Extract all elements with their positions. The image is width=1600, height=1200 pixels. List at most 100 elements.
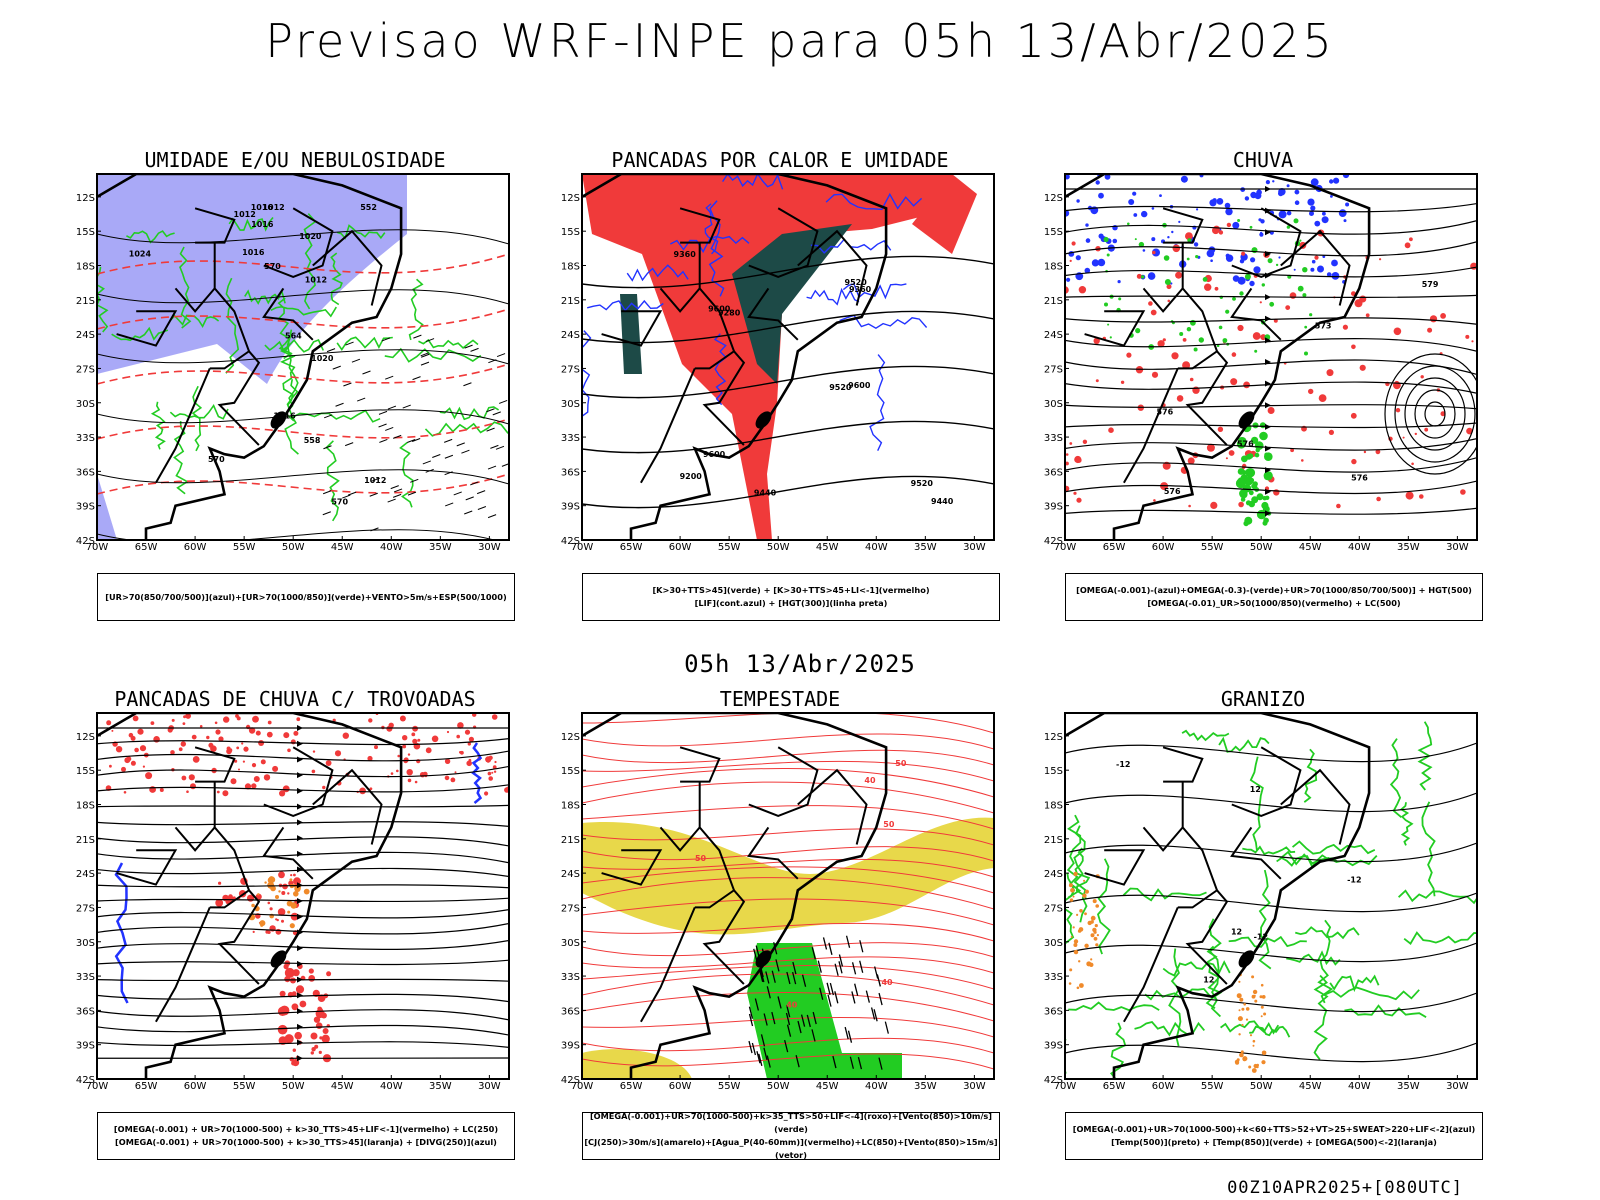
humidity-green-contour xyxy=(325,440,340,522)
omega-orange-cell xyxy=(1241,1007,1245,1011)
temp850-green-contour xyxy=(1258,869,1272,970)
wind-vector xyxy=(849,1056,855,1069)
streamline-arrow xyxy=(297,740,303,747)
rain-blue-cell xyxy=(1151,237,1156,242)
map-layers xyxy=(97,713,509,1079)
wind-vector xyxy=(445,502,454,507)
x-tick-label: 35W xyxy=(1397,1081,1420,1092)
storm-red-cell xyxy=(283,732,290,739)
storm-red-cell xyxy=(368,718,373,723)
y-tick-label: 21S xyxy=(561,835,580,846)
contour-label: 1012 xyxy=(364,476,386,485)
panel-granizo: GRANIZO -12 -12 -12 12 12 12 70W 65W 60W 55W 50W 45W… xyxy=(1043,687,1483,1162)
streamline xyxy=(97,897,509,903)
temp500-contour xyxy=(1065,742,1477,763)
storm-red-cell xyxy=(402,744,407,749)
storm-red-cell xyxy=(134,747,139,753)
rain-blue-cell xyxy=(1232,275,1240,282)
rain-blue-cell xyxy=(1147,272,1156,280)
humidity-green-contour xyxy=(303,213,317,310)
storm-red-cell xyxy=(287,892,290,895)
y-tick-label: 15S xyxy=(1044,227,1063,238)
storm-orange-cell xyxy=(270,885,276,892)
rain-red-cell xyxy=(1162,461,1171,470)
wind-vector xyxy=(786,971,791,985)
rain-green-cell xyxy=(1251,436,1259,444)
map-layers: 1012101210121012101610161016101610201020… xyxy=(97,174,509,540)
x-tick-label: 35W xyxy=(429,542,452,553)
streamline-arrow xyxy=(297,772,303,779)
rain-red-cell xyxy=(1267,407,1275,414)
y-tick-label: 39S xyxy=(1044,1041,1063,1052)
storm-red-cell xyxy=(267,901,271,905)
rain-red-cell xyxy=(1289,292,1297,299)
pressure-contour xyxy=(97,229,509,245)
storm-red-cell xyxy=(278,871,285,879)
streamline-arrow xyxy=(297,913,303,920)
political-border xyxy=(312,768,383,845)
temp850-green-contour xyxy=(1073,825,1088,923)
y-tick-label: 30S xyxy=(76,938,95,949)
omega-orange-cell xyxy=(1254,999,1258,1003)
omega-orange-cell xyxy=(1234,1059,1240,1065)
lifted-index-contour xyxy=(708,200,725,297)
map-layers: 9520960096009600952095209440944093609360… xyxy=(582,174,994,540)
wind-vector xyxy=(870,1007,876,1020)
streamline xyxy=(97,804,509,808)
rain-red-cell xyxy=(1393,327,1402,336)
storm-red-cell xyxy=(279,990,286,997)
wind-vector xyxy=(834,991,839,1004)
contour-label: 50 xyxy=(895,759,907,768)
streamline-arrow xyxy=(1265,337,1271,344)
humidity-green-contour xyxy=(270,305,337,318)
rain-blue-cell xyxy=(1152,248,1160,257)
streamline-850 xyxy=(582,805,994,830)
storm-red-cell xyxy=(185,713,191,719)
storm-red-cell xyxy=(269,907,273,911)
y-tick-label: 42S xyxy=(76,1075,95,1086)
storm-orange-cell xyxy=(275,895,279,899)
storm-red-cell xyxy=(238,768,240,771)
rain-blue-cell xyxy=(1159,194,1162,197)
storm-red-cell xyxy=(412,738,418,744)
temp850-green-contour xyxy=(1181,729,1230,742)
omega-orange-cell xyxy=(1094,924,1098,928)
rain-blue-cell xyxy=(1167,236,1170,239)
legend-text: [CJ(250)>30m/s](amarelo)+[Agua_P(40-60mm… xyxy=(584,1137,998,1160)
storm-red-cell xyxy=(252,715,259,723)
storm-red-cell xyxy=(450,777,456,783)
x-tick-label: 65W xyxy=(1103,542,1126,553)
storm-red-cell xyxy=(192,756,200,763)
political-border xyxy=(1230,826,1282,880)
political-border xyxy=(217,889,261,985)
wind-vector xyxy=(387,498,396,503)
rain-green-cell xyxy=(1286,225,1291,229)
map-plot: 1012101210121012101610161016101610201020… xyxy=(76,173,510,553)
rain-green-cell xyxy=(1248,477,1255,483)
humidity-green-contour xyxy=(225,277,240,374)
omega-orange-cell xyxy=(1243,1003,1246,1006)
rain-blue-cell xyxy=(1310,267,1315,272)
omega-orange-cell xyxy=(1251,994,1256,999)
storm-red-cell xyxy=(457,722,464,729)
omega-orange-cell xyxy=(1252,1039,1256,1043)
rain-red-cell xyxy=(1411,462,1414,466)
wind-vector xyxy=(487,465,497,470)
streamline xyxy=(97,939,509,951)
storm-red-cell xyxy=(290,739,296,745)
wind-vector xyxy=(345,341,354,346)
omega-orange-cell xyxy=(1070,935,1073,938)
rain-red-cell xyxy=(1405,491,1414,500)
rain-blue-cell xyxy=(1310,205,1316,211)
streamline-arrow xyxy=(1265,359,1271,365)
x-tick-label: 40W xyxy=(1348,542,1371,553)
contour-label: 9280 xyxy=(718,309,741,318)
storm-red-cell xyxy=(128,732,134,738)
wind-vector xyxy=(357,397,366,402)
rain-blue-cell xyxy=(1338,209,1347,217)
streamline-arrow xyxy=(1265,229,1271,236)
rain-green-cell xyxy=(1237,468,1245,475)
rain-blue-cell xyxy=(1278,256,1281,259)
y-tick-label: 27S xyxy=(76,364,95,375)
wind-vector xyxy=(322,490,332,495)
